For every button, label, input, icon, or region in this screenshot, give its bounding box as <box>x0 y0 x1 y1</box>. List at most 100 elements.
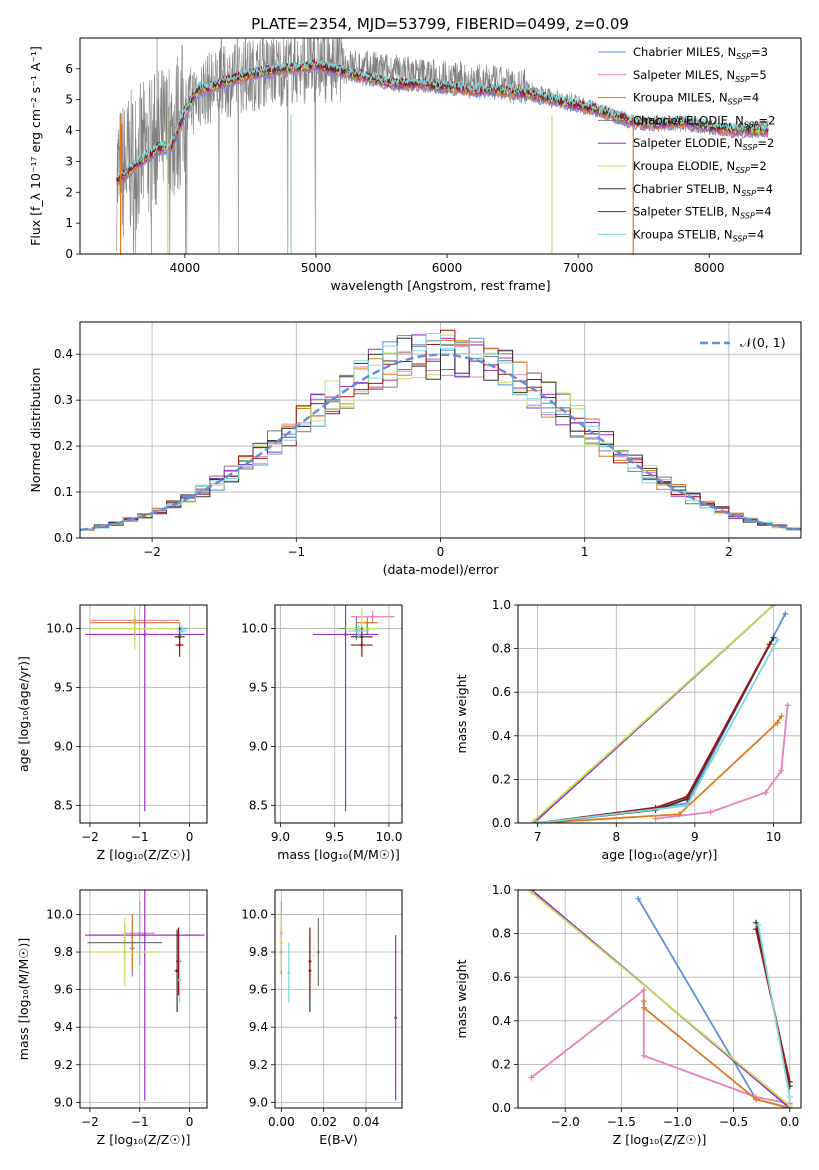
legend-label: Chabrier STELIB, NSSP=4 <box>633 182 773 198</box>
data-point <box>357 629 360 633</box>
x-tick-label: 5000 <box>301 261 332 275</box>
spectrum-model-salpeter-miles <box>116 63 769 186</box>
x-tick-label: 8000 <box>694 261 725 275</box>
plot-area <box>518 605 801 823</box>
series-marker <box>640 1004 647 1011</box>
x-axis-label: Z [log₁₀(Z/Z☉)] <box>97 1132 191 1147</box>
series-marker <box>766 641 773 648</box>
legend-label: Salpeter ELODIE, NSSP=2 <box>633 136 774 152</box>
series-marker <box>753 1096 760 1103</box>
panel-weight-vs-z: −2.0 −1.5 −1.0 −0.5 0.0 0.0 0.2 0.4 0.6 0.8 1.0 Z [… <box>454 883 802 1147</box>
x-axis-label: mass [log₁₀(M/M☉)] <box>277 847 399 862</box>
y-tick-label: 9.4 <box>54 1020 73 1034</box>
series-marker <box>778 767 785 774</box>
y-tick-label: 10.0 <box>46 622 73 636</box>
series-marker <box>770 634 777 641</box>
plot-area <box>80 322 801 538</box>
x-tick-label: 7 <box>534 830 542 844</box>
x-tick-label: −1.5 <box>607 1115 636 1129</box>
legend-label: Kroupa STELIB, NSSP=4 <box>633 227 764 243</box>
series-marker <box>528 1074 535 1081</box>
series-marker <box>784 702 791 709</box>
series-marker <box>640 987 647 994</box>
data-point <box>178 978 182 982</box>
series-marker <box>786 1094 793 1101</box>
plot-area <box>80 605 207 823</box>
x-tick-label: 9.5 <box>325 830 344 844</box>
series-marker <box>676 811 683 818</box>
x-tick-label: 4000 <box>170 261 201 275</box>
legend-label: Chabrier ELODIE, NSSP=2 <box>633 113 775 129</box>
y-tick-label: 9.8 <box>54 945 73 959</box>
x-tick-label: 0.02 <box>310 1115 337 1129</box>
y-tick-label: 10.0 <box>46 907 73 921</box>
y-tick-label: 2 <box>65 185 73 199</box>
y-tick-label: 9.8 <box>249 945 268 959</box>
x-tick-label: 0 <box>437 545 445 559</box>
axes-frame <box>79 889 208 1109</box>
series-line-kroupa-stelib <box>757 924 791 1098</box>
data-point <box>178 643 182 647</box>
y-tick-label: 9.0 <box>249 1095 268 1109</box>
panel-mass-vs-z: −2 −1 0 9.0 9.2 9.4 9.6 9.8 10.0 Z [log₁₀(Z/Z☉)] m… <box>16 889 208 1147</box>
data-point <box>365 621 369 625</box>
series-marker <box>753 926 760 933</box>
plot-area <box>116 38 769 254</box>
data-point <box>279 941 283 945</box>
x-tick-label: 7000 <box>563 261 594 275</box>
panel-weight-vs-age: 7 8 9 10 0.0 0.2 0.4 0.6 0.8 1.0 age [log₁₀(age/yr… <box>454 598 802 862</box>
series-marker <box>770 605 777 608</box>
data-point <box>308 960 312 963</box>
series-marker <box>534 820 541 823</box>
y-tick-label: 8.5 <box>54 798 73 812</box>
x-tick-label: 0 <box>186 1115 194 1129</box>
y-tick-label: 9.0 <box>249 739 268 753</box>
series-marker <box>762 789 769 796</box>
data-point <box>287 971 291 975</box>
y-axis-label: mass weight <box>454 674 469 753</box>
y-tick-label: 3 <box>65 154 73 168</box>
y-tick-label: 0.8 <box>492 642 511 656</box>
y-axis-label: mass [log₁₀(M/M☉)] <box>16 938 31 1060</box>
y-tick-label: 5 <box>65 93 73 107</box>
x-tick-label: 8 <box>612 830 620 844</box>
data-point <box>371 615 375 619</box>
axes-frame <box>274 604 403 824</box>
x-tick-label: 10 <box>766 830 781 844</box>
y-tick-label: 9.0 <box>54 739 73 753</box>
series-marker <box>707 809 714 816</box>
plot-area <box>275 890 402 1108</box>
x-tick-label: −1 <box>131 1115 149 1129</box>
x-axis-label: Z [log₁₀(Z/Z☉)] <box>97 847 191 862</box>
data-point <box>143 933 147 937</box>
data-point <box>316 950 320 954</box>
x-axis-label: (data-model)/error <box>383 562 500 577</box>
data-point <box>133 627 137 630</box>
data-point <box>180 629 184 633</box>
y-tick-label: 4 <box>65 124 73 138</box>
y-tick-label: 0.4 <box>492 729 511 743</box>
series-marker <box>782 610 789 617</box>
axes-frame <box>274 889 403 1109</box>
series-marker <box>755 921 762 928</box>
y-tick-label: 9.5 <box>249 680 268 694</box>
y-tick-label: 0.4 <box>54 347 73 361</box>
panel-age-vs-mass: 9.0 9.5 10.0 8.5 9.0 9.5 10.0 mass [log₁₀(M/M☉)… <box>241 604 403 862</box>
data-point <box>138 931 142 935</box>
y-tick-label: 0.0 <box>54 531 73 545</box>
data-point <box>175 969 179 973</box>
panel-age-vs-z: −2 −1 0 8.5 9.0 9.5 10.0 Z [log₁₀(Z/Z☉)] age [lo… <box>16 604 208 862</box>
y-tick-label: 10.0 <box>241 622 268 636</box>
panel-residuals: −2 −1 0 1 2 0.0 0.1 0.2 0.3 0.4 (data-model)/error… <box>28 321 802 577</box>
y-tick-label: 9.2 <box>249 1058 268 1072</box>
x-tick-label: 0 <box>186 830 194 844</box>
x-tick-label: −2 <box>81 1115 99 1129</box>
legend-label: Kroupa MILES, NSSP=4 <box>633 91 759 107</box>
y-tick-label: 1.0 <box>492 598 511 612</box>
series-marker <box>774 719 781 726</box>
data-point <box>344 633 347 636</box>
x-axis-label: wavelength [Angstrom, rest frame] <box>330 278 550 293</box>
plot-area <box>518 890 801 1108</box>
y-axis-label: Flux [f_λ 10⁻¹⁷ erg cm⁻² s⁻¹ A⁻¹] <box>28 46 43 246</box>
